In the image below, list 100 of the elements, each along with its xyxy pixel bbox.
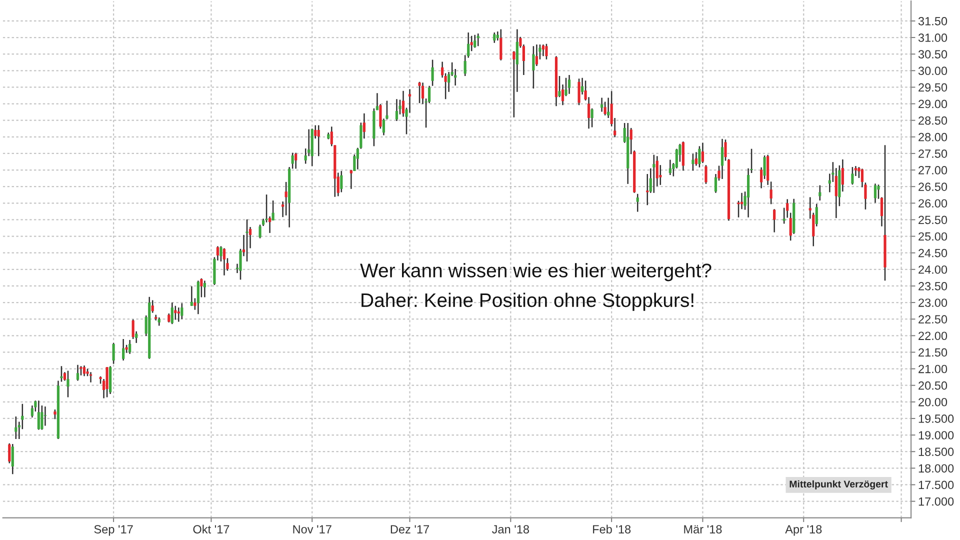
candlestick [431,59,434,87]
candlestick [54,408,56,420]
candlestick [500,28,502,61]
candlestick [37,400,40,430]
candlestick [196,280,200,315]
x-tick-label: Apr '18 [785,525,822,536]
y-tick-label: 18.500 [918,448,954,456]
y-tick-label: 30.50 [918,50,948,58]
candlestick [106,366,108,398]
candlestick [590,108,594,128]
x-tick-label: Jan '18 [492,525,530,534]
candlestick [82,364,86,377]
y-tick-label: 22.00 [918,332,948,340]
candlestick [701,142,704,164]
candlestick [545,43,548,60]
y-tick-label: 20.00 [918,398,948,406]
candlestick [493,32,496,44]
candlestick [203,280,206,298]
candlestick [746,168,750,218]
y-tick-label: 28.00 [918,132,948,142]
candlestick [291,152,294,170]
candlestick [474,34,476,48]
candlestick [180,302,184,320]
y-tick-label: 29.50 [918,83,948,92]
annotation: Wer kann wissen wie es hier weitergeht? [360,263,712,282]
y-tick-label: 17.000 [918,497,954,506]
candlestick [659,164,662,186]
y-tick-label: 24.50 [918,248,948,258]
candlestick [408,88,412,114]
candlestick [265,194,268,223]
x-tick-label: Nov '17 [293,525,332,534]
candlestick [222,248,226,276]
x-tick-label: Sep '17 [94,525,133,536]
y-tick-label: 25.50 [918,216,948,224]
candlestick [317,124,320,157]
x-tick-label: Okt '17 [193,524,230,534]
candlestick [258,224,262,239]
candlestick [356,147,359,170]
y-tick-label: 17.500 [918,480,954,490]
y-tick-label: 27.00 [918,166,948,174]
y-tick-label: 31.00 [918,34,948,42]
candlestick [720,138,724,180]
candlestick [535,44,538,67]
candlestick [698,146,701,168]
candlestick [652,154,656,194]
candlestick [512,50,516,118]
candlestick [66,370,70,398]
y-tick-label: 22.50 [918,315,948,324]
candlestick [216,246,220,262]
candlestick [76,364,80,382]
y-tick-label: 20.50 [918,381,948,390]
x-tick-label: Dez '17 [390,525,429,534]
y-tick-label: 26.50 [918,182,948,191]
candlestick [418,81,421,104]
y-tick-label: 31.50 [918,16,948,26]
candlestick [877,184,880,200]
candlestick [386,100,388,120]
candlestick [636,193,639,212]
candlestick [170,302,174,325]
candlestick [694,152,698,166]
candlestick [704,164,708,185]
candlestick [737,200,740,218]
candlestick [40,404,44,430]
y-tick-label: 30.00 [918,66,948,76]
x-tick-label: Feb '18 [593,524,631,534]
candlestick [395,98,398,122]
y-tick-label: 23.00 [918,298,948,307]
candlestick [112,342,115,364]
y-tick-label: 21.00 [918,364,948,374]
y-tick-label: 19.000 [918,431,954,440]
y-tick-label: 19.500 [918,414,954,423]
candlestick [30,404,34,418]
candlestick [542,44,545,57]
candlestick [874,182,877,204]
y-tick-label: 24.00 [918,265,948,274]
candlestick [770,180,772,205]
candlestick [246,218,248,262]
candlestick [340,170,343,193]
y-tick-label: 29.00 [918,100,948,108]
candlestick [421,82,424,105]
candlestick [122,338,125,362]
candlestick [668,159,672,176]
y-tick-label: 21.50 [918,348,948,357]
candlestick [350,169,352,190]
candlestick [21,403,24,430]
y-tick-label: 27.50 [918,150,948,158]
candlestick [11,443,14,475]
candlestick [851,166,854,186]
candlestick [564,77,568,97]
candlestick [190,286,193,306]
candlestick [132,318,134,340]
candlestick [607,97,610,119]
candlestick [284,181,288,216]
candlestick [692,153,694,172]
annotation: Mittelpunkt Verzögert [790,480,888,490]
candlestick [294,152,298,170]
candlestick [604,101,606,116]
annotation: Daher: Keine Position ohne Stoppkurs! [362,292,694,311]
y-tick-label: 18.000 [918,464,954,473]
candlestick [60,366,63,382]
